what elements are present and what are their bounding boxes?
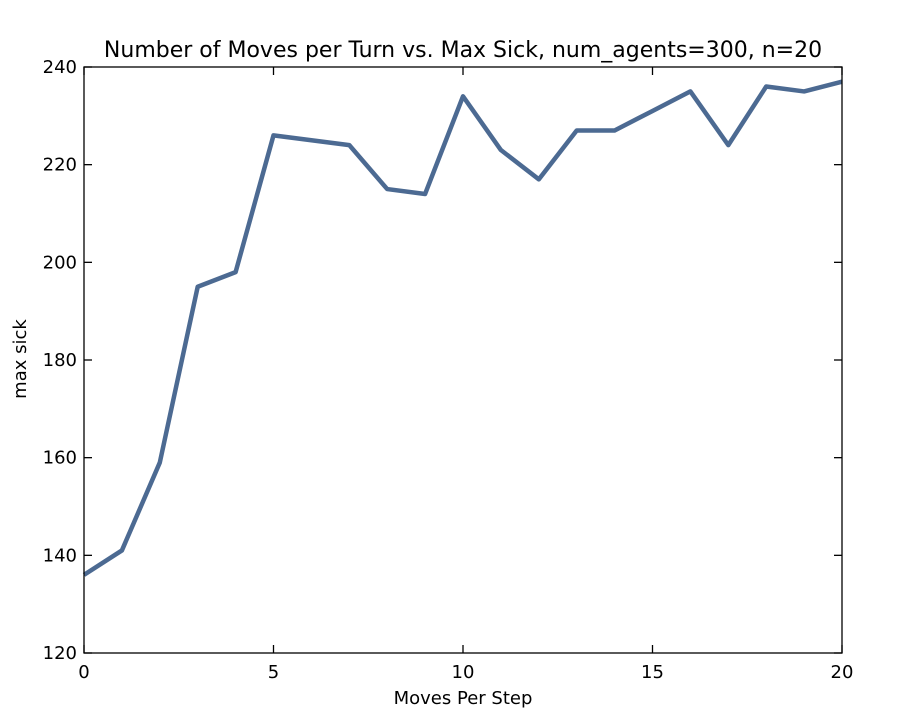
y-tick-label: 160 xyxy=(43,448,77,469)
x-tick-label: 20 xyxy=(831,662,854,683)
y-tick-label: 200 xyxy=(43,252,77,273)
x-tick-label: 5 xyxy=(268,662,279,683)
y-tick-label: 180 xyxy=(43,350,77,371)
x-tick-label: 0 xyxy=(78,662,89,683)
plot-frame xyxy=(83,66,843,654)
y-tick-label: 140 xyxy=(43,545,77,566)
chart-title: Number of Moves per Turn vs. Max Sick, n… xyxy=(104,38,822,63)
y-tick-label: 120 xyxy=(43,643,77,664)
y-tick-label: 220 xyxy=(43,155,77,176)
y-axis-label: max sick xyxy=(10,319,31,399)
y-tick-label: 240 xyxy=(43,57,77,78)
series-line-0 xyxy=(82,79,843,577)
x-axis-label: Moves Per Step xyxy=(394,688,533,709)
x-tick-label: 15 xyxy=(641,662,664,683)
x-tick-label: 10 xyxy=(452,662,475,683)
plot-area: 0 5 10 15 20 120 140 160 180 200 220 240 xyxy=(43,57,854,683)
